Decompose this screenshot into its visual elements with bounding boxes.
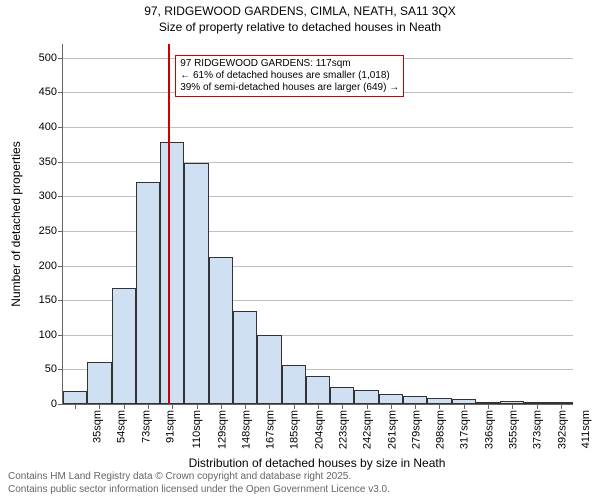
histogram-bar (184, 163, 208, 404)
histogram-bar (354, 390, 378, 404)
ytick-label: 250 (39, 225, 63, 237)
footer-line-1: Contains HM Land Registry data © Crown c… (8, 471, 390, 484)
xtick-mark (367, 404, 368, 409)
xtick-label: 73sqm (140, 410, 152, 443)
marker-line (168, 44, 170, 404)
ytick-label: 350 (39, 156, 63, 168)
histogram-bar (306, 376, 330, 404)
xtick-label: 167sqm (265, 410, 277, 449)
histogram-bar (233, 311, 257, 404)
xtick-label: 261sqm (386, 410, 398, 449)
annotation-box: 97 RIDGEWOOD GARDENS: 117sqm← 61% of det… (175, 55, 404, 97)
histogram-bar (63, 391, 87, 404)
ytick-label: 450 (39, 86, 63, 98)
xtick-label: 185sqm (289, 410, 301, 449)
xtick-mark (415, 404, 416, 409)
y-axis-label: Number of detached properties (9, 141, 23, 306)
xtick-mark (197, 404, 198, 409)
histogram-bar (87, 362, 111, 404)
xtick-label: 223sqm (338, 410, 350, 449)
ytick-label: 200 (39, 260, 63, 272)
xtick-mark (221, 404, 222, 409)
annotation-line: ← 61% of detached houses are smaller (1,… (180, 70, 399, 82)
ytick-label: 500 (39, 52, 63, 64)
ytick-label: 300 (39, 190, 63, 202)
xtick-label: 355sqm (508, 410, 520, 449)
xtick-label: 54sqm (116, 410, 128, 443)
xtick-label: 148sqm (240, 410, 252, 449)
xtick-label: 298sqm (435, 410, 447, 449)
xtick-mark (537, 404, 538, 409)
xtick-label: 373sqm (532, 410, 544, 449)
annotation-line: 97 RIDGEWOOD GARDENS: 117sqm (180, 58, 399, 70)
xtick-mark (488, 404, 489, 409)
xtick-mark (75, 404, 76, 409)
xtick-label: 317sqm (459, 410, 471, 449)
xtick-label: 129sqm (216, 410, 228, 449)
xtick-mark (269, 404, 270, 409)
footer: Contains HM Land Registry data © Crown c… (8, 471, 390, 496)
histogram-bar (257, 335, 281, 404)
histogram-bar (403, 396, 427, 404)
xtick-label: 204sqm (313, 410, 325, 449)
xtick-label: 35sqm (92, 410, 104, 443)
histogram-bar (282, 365, 306, 404)
xtick-label: 411sqm (580, 410, 592, 448)
ytick-label: 50 (45, 363, 63, 375)
histogram-bar (379, 394, 403, 404)
xtick-mark (172, 404, 173, 409)
x-axis-label: Distribution of detached houses by size … (189, 456, 446, 470)
grid-line (63, 127, 573, 128)
xtick-mark (294, 404, 295, 409)
ytick-label: 0 (51, 398, 63, 410)
plot-area: 05010015020025030035040045050035sqm54sqm… (62, 44, 573, 405)
xtick-label: 242sqm (362, 410, 374, 449)
histogram-bar (209, 257, 233, 404)
xtick-mark (439, 404, 440, 409)
ytick-label: 150 (39, 294, 63, 306)
xtick-label: 336sqm (483, 410, 495, 449)
xtick-mark (318, 404, 319, 409)
xtick-mark (464, 404, 465, 409)
xtick-label: 279sqm (410, 410, 422, 449)
figure: 97, RIDGEWOOD GARDENS, CIMLA, NEATH, SA1… (0, 0, 600, 500)
footer-line-2: Contains public sector information licen… (8, 484, 390, 497)
histogram-bar (112, 288, 136, 404)
histogram-bar (160, 142, 184, 404)
xtick-label: 392sqm (556, 410, 568, 449)
xtick-label: 91sqm (165, 410, 177, 443)
xtick-mark (148, 404, 149, 409)
xtick-mark (391, 404, 392, 409)
histogram-bar (136, 182, 160, 404)
title-block: 97, RIDGEWOOD GARDENS, CIMLA, NEATH, SA1… (0, 0, 600, 35)
xtick-mark (561, 404, 562, 409)
xtick-mark (99, 404, 100, 409)
xtick-mark (245, 404, 246, 409)
title-line-1: 97, RIDGEWOOD GARDENS, CIMLA, NEATH, SA1… (0, 4, 600, 20)
xtick-mark (512, 404, 513, 409)
histogram-bar (330, 387, 354, 404)
annotation-line: 39% of semi-detached houses are larger (… (180, 82, 399, 94)
ytick-label: 100 (39, 329, 63, 341)
xtick-mark (124, 404, 125, 409)
title-line-2: Size of property relative to detached ho… (0, 20, 600, 36)
grid-line (63, 162, 573, 163)
xtick-mark (342, 404, 343, 409)
ytick-label: 400 (39, 121, 63, 133)
xtick-label: 110sqm (191, 410, 203, 448)
